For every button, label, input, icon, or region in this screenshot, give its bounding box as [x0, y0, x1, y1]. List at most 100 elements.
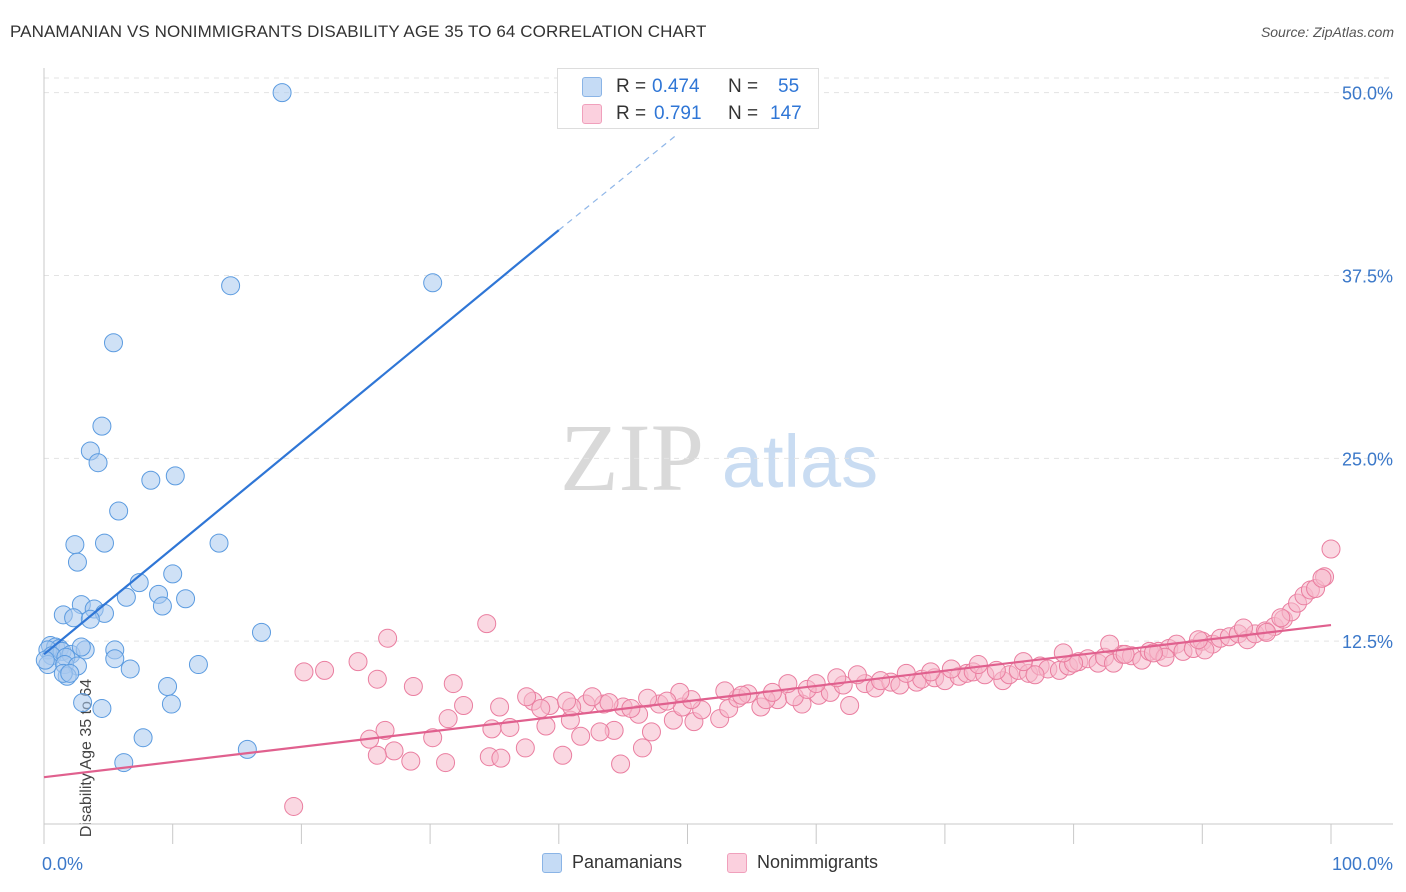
nonimmigrants-point	[840, 696, 860, 716]
panamanians-point	[161, 694, 181, 714]
nonimmigrants-point	[871, 671, 891, 691]
nonimmigrants-point	[1100, 634, 1120, 654]
panamanians-point	[176, 589, 196, 609]
panamanians-point	[88, 453, 108, 473]
nonimmigrants-point	[378, 628, 398, 648]
panamanians-point	[73, 693, 93, 713]
nonimmigrants-point	[641, 722, 661, 742]
panamanians-point	[423, 273, 443, 293]
chart-title: PANAMANIAN VS NONIMMIGRANTS DISABILITY A…	[10, 22, 707, 41]
panamanians-point	[60, 663, 80, 683]
legend-n-label: N =	[728, 103, 759, 124]
panamanians-point	[105, 649, 125, 669]
panamanians-point	[252, 622, 272, 642]
nonimmigrants-point	[1233, 618, 1253, 638]
nonimmigrants-point	[477, 614, 497, 634]
nonimmigrants-point	[367, 669, 387, 689]
panamanians-point	[103, 333, 123, 353]
legend-swatch-nonimmigrants	[727, 852, 747, 873]
nonimmigrants-point	[599, 693, 619, 713]
panamanians-point	[158, 677, 178, 697]
nonimmigrants-point	[490, 697, 510, 717]
nonimmigrants-point	[632, 738, 652, 758]
legend-label-panamanians: Panamanians	[572, 852, 683, 872]
panamanians-point	[94, 533, 114, 553]
legend-n-value: 147	[770, 103, 802, 124]
panamanians-point	[35, 650, 55, 670]
nonimmigrants-point	[436, 753, 456, 773]
panamanians-points	[35, 83, 443, 773]
axes	[43, 68, 1393, 844]
nonimmigrants-point	[663, 710, 683, 730]
panamanians-point	[67, 552, 87, 572]
nonimmigrants-point	[438, 709, 458, 729]
panamanians-point	[109, 501, 129, 521]
y-tick-label: 37.5%	[1342, 266, 1393, 286]
tick-labels: 12.5% 25.0% 37.5% 50.0% 0.0% 100.0%	[42, 84, 1393, 874]
nonimmigrants-point	[553, 745, 573, 765]
nonimmigrants-point	[294, 662, 314, 682]
legend-r-label: R =	[616, 103, 647, 124]
panamanians-trendline	[43, 229, 560, 656]
y-tick-label: 50.0%	[1342, 84, 1393, 104]
panamanians-point	[116, 587, 136, 607]
nonimmigrants-point	[348, 652, 368, 672]
legend-item-nonimmigrants: Nonimmigrants	[727, 852, 878, 873]
panamanians-point	[163, 564, 183, 584]
trend-lines	[43, 136, 1332, 779]
x-tick-label: 100.0%	[1332, 854, 1393, 874]
legend-row-panamanians: R = 0.474 N = 55	[582, 76, 799, 98]
nonimmigrants-point	[531, 698, 551, 718]
nonimmigrants-point	[284, 796, 304, 816]
nonimmigrants-point	[611, 754, 631, 774]
nonimmigrants-point	[571, 726, 591, 746]
panamanians-point	[165, 466, 185, 486]
nonimmigrants-point	[515, 738, 535, 758]
nonimmigrants-point	[517, 687, 537, 707]
panamanians-point	[141, 470, 161, 490]
panamanians-point	[71, 637, 91, 657]
nonimmigrants-point	[315, 660, 335, 680]
panamanians-point	[92, 698, 112, 718]
nonimmigrants-point	[1025, 665, 1045, 685]
grid-lines	[44, 77, 1393, 642]
legend-r-value: 0.474	[652, 76, 700, 97]
nonimmigrants-point	[443, 674, 463, 694]
nonimmigrants-point	[1053, 643, 1073, 663]
legend-swatch-panamanians	[582, 77, 602, 97]
nonimmigrants-point	[1143, 643, 1163, 663]
nonimmigrants-point	[557, 691, 577, 711]
panamanians-point	[221, 276, 241, 296]
legend-n-value: 55	[778, 76, 800, 97]
legend-label-nonimmigrants: Nonimmigrants	[757, 852, 879, 872]
watermark-atlas: atlas	[722, 420, 878, 503]
nonimmigrants-point	[1321, 539, 1341, 559]
nonimmigrants-point	[968, 655, 988, 675]
nonimmigrants-point	[1312, 568, 1332, 588]
panamanians-point	[152, 596, 172, 616]
panamanians-point	[120, 659, 140, 679]
panamanians-point	[237, 739, 257, 759]
source-label: Source: ZipAtlas.com	[1260, 24, 1394, 40]
nonimmigrants-point	[401, 751, 421, 771]
y-tick-label: 25.0%	[1342, 449, 1393, 469]
watermark-zip: ZIP	[560, 404, 704, 511]
panamanians-point	[209, 533, 229, 553]
y-tick-label: 12.5%	[1342, 632, 1393, 652]
legend-r-label: R =	[616, 76, 647, 97]
nonimmigrants-point	[491, 748, 511, 768]
nonimmigrants-point	[896, 663, 916, 683]
legend-top: R = 0.474 N = 55 R = 0.791 N = 147	[557, 68, 819, 129]
legend-swatch-nonimmigrants	[582, 104, 602, 124]
legend-n-label: N =	[728, 76, 759, 97]
legend-swatch-panamanians	[542, 852, 562, 873]
panamanians-point	[92, 416, 112, 436]
nonimmigrants-point	[590, 722, 610, 742]
panamanians-point	[80, 609, 100, 629]
x-tick-label: 0.0%	[42, 854, 83, 874]
nonimmigrants-point	[582, 687, 602, 707]
panamanians-point	[272, 83, 292, 103]
nonimmigrants-point	[403, 677, 423, 697]
nonimmigrants-point	[1271, 608, 1291, 628]
